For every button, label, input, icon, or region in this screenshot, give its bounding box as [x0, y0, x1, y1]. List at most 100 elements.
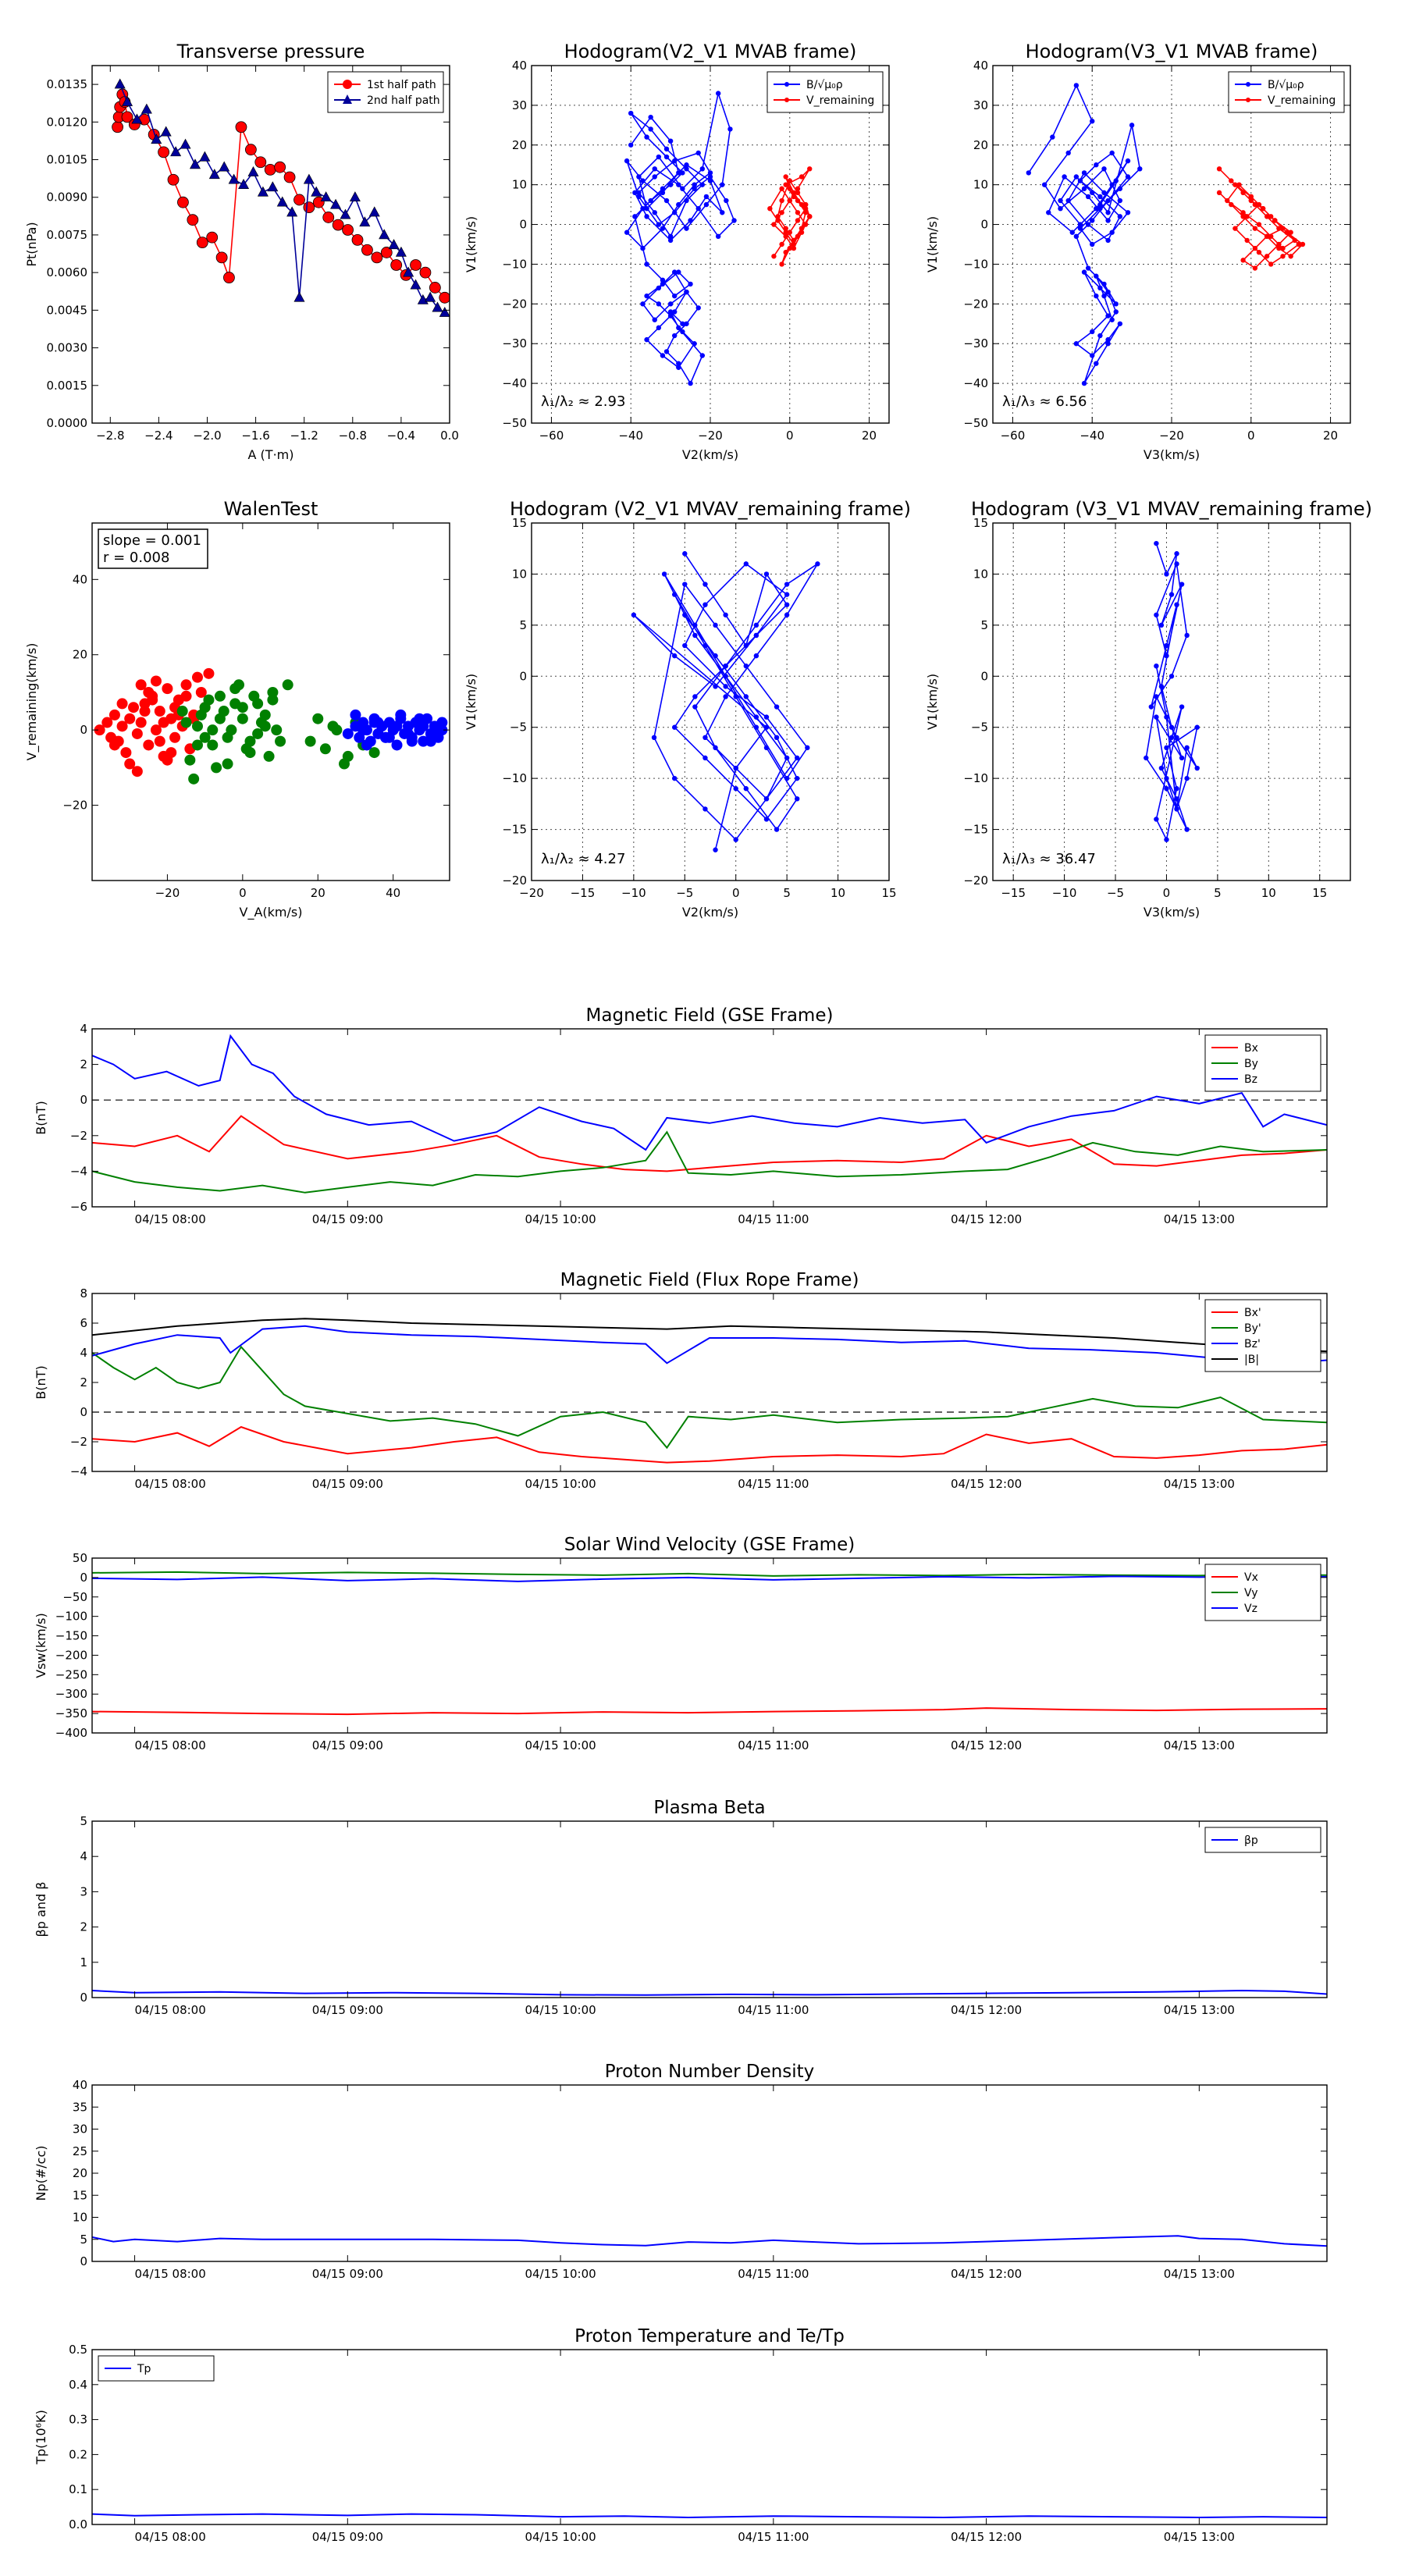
data-point [180, 679, 192, 691]
x-tick-label: 04/15 12:00 [951, 1738, 1022, 1752]
data-point [733, 765, 738, 771]
data-point [169, 731, 181, 743]
y-tick-label: 0 [80, 1405, 87, 1419]
ratio-annotation: λ₁/λ₂ ≈ 2.93 [541, 393, 625, 410]
x-tick-label: 04/15 10:00 [525, 2530, 596, 2544]
series-line [92, 1425, 1327, 1464]
y-axis-label: B(nT) [34, 1101, 48, 1134]
y-tick-label: 15 [73, 2188, 87, 2202]
data-point [1292, 237, 1297, 244]
data-point [402, 728, 414, 739]
data-point [361, 244, 373, 256]
legend-label: V_remaining [1268, 94, 1336, 107]
data-point [195, 709, 207, 720]
x-tick-label: 10 [1261, 886, 1276, 900]
data-point [1129, 123, 1135, 128]
chart-panel-6: −15 −10 −5 0 5 10 15−20−15−10−5051015Hodogram … [925, 498, 1372, 920]
data-point [116, 720, 128, 732]
data-point [108, 709, 120, 720]
data-point [340, 208, 351, 219]
chart-panel-10: 04/15 08:00 04/15 09:00 04/15 10:00 04/15 1… [34, 1798, 1328, 2017]
data-point [663, 197, 670, 204]
data-point [1184, 632, 1190, 639]
x-tick-label: 20 [862, 429, 877, 443]
data-point [1174, 735, 1179, 740]
data-point [219, 161, 230, 172]
legend: Vx Vy Vz [1204, 1564, 1321, 1621]
data-point [94, 724, 105, 736]
data-point [707, 178, 713, 183]
y-tick-label: −4 [70, 1464, 87, 1478]
data-point [154, 735, 165, 747]
data-point [720, 210, 725, 215]
x-tick-label: 04/15 11:00 [738, 2530, 809, 2544]
data-point [1280, 254, 1286, 259]
data-point [1113, 301, 1119, 307]
x-tick-label: 0 [1163, 886, 1171, 900]
data-point [196, 237, 208, 248]
data-point [1069, 229, 1075, 235]
y-tick-label: 6 [80, 1316, 87, 1330]
x-tick-label: 15 [881, 886, 896, 900]
y-tick-label: −300 [55, 1687, 87, 1701]
x-tick-label: 04/15 09:00 [312, 1212, 383, 1226]
data-point [380, 731, 392, 743]
data-point [660, 186, 666, 191]
data-point [244, 144, 257, 156]
legend-frame [767, 71, 884, 113]
y-tick-label: −15 [502, 823, 527, 837]
data-point [339, 758, 350, 770]
data-point [628, 142, 634, 148]
data-point [1164, 642, 1169, 649]
data-point [640, 206, 646, 212]
x-axis-label: V3(km/s) [1144, 447, 1200, 462]
legend-label: By' [1244, 1322, 1261, 1335]
data-point [787, 186, 792, 191]
data-point [1174, 602, 1179, 607]
y-tick-label: 4 [80, 1346, 87, 1360]
data-point [624, 229, 630, 235]
plot-area [631, 551, 820, 852]
x-tick-label: 04/15 12:00 [951, 2267, 1022, 2281]
data-point [676, 325, 681, 331]
data-point [656, 301, 662, 307]
axes-frame [91, 65, 450, 424]
data-point [403, 266, 414, 277]
data-point [743, 786, 749, 792]
y-tick-label: 25 [73, 2144, 87, 2158]
data-point [1097, 194, 1103, 200]
data-point [1164, 837, 1169, 842]
y-tick-label: 20 [973, 138, 988, 152]
x-tick-label: −2.8 [96, 429, 124, 443]
data-point [1026, 170, 1032, 176]
data-point [122, 95, 133, 106]
data-point [1117, 321, 1123, 326]
x-tick-label: 15 [1312, 886, 1327, 900]
data-point [723, 694, 728, 699]
data-point [1164, 714, 1169, 720]
data-point [1125, 210, 1131, 215]
data-point [648, 126, 653, 132]
data-point [713, 653, 718, 659]
y-tick-label: 1 [80, 1955, 87, 1969]
x-tick-label: 04/15 13:00 [1164, 1738, 1235, 1752]
data-point [1179, 704, 1185, 710]
data-point [322, 212, 335, 223]
data-point [1164, 775, 1169, 781]
y-tick-label: 4 [80, 1849, 87, 1863]
x-tick-label: 0 [239, 886, 247, 900]
data-point [791, 241, 797, 247]
legend-marker [343, 80, 352, 89]
data-point [414, 713, 425, 724]
data-point [208, 169, 220, 180]
y-tick-label: 2 [80, 1920, 87, 1934]
data-point [1252, 245, 1258, 251]
legend-frame [1228, 71, 1345, 113]
chart-title: WalenTest [224, 498, 318, 520]
chart-title: Hodogram (V2_V1 MVAV_remaining frame) [510, 498, 911, 520]
series-line [1145, 543, 1198, 842]
legend-marker [784, 98, 789, 102]
y-tick-label: −5 [510, 720, 527, 735]
x-tick-label: 04/15 10:00 [525, 1212, 596, 1226]
data-point [753, 653, 759, 659]
